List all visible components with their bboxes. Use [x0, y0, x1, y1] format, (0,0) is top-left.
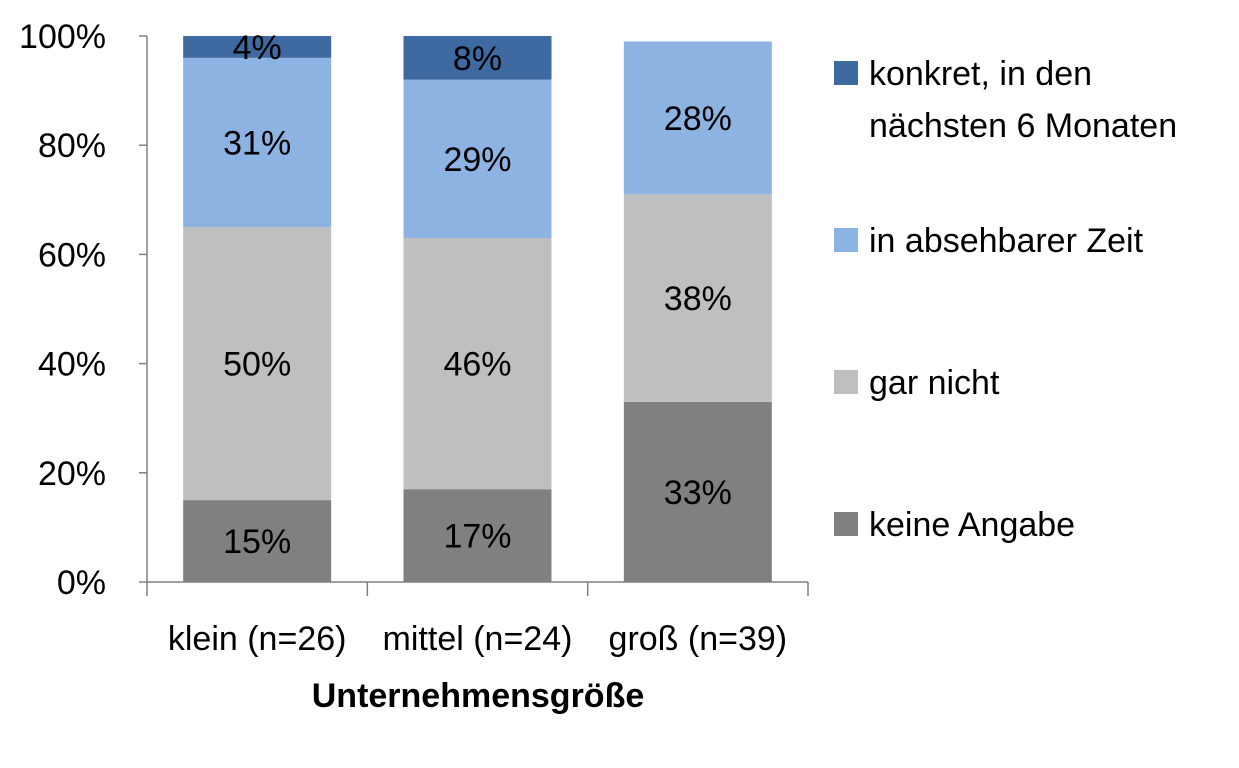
data-label: 15%	[223, 523, 291, 561]
legend-label: konkret, in den	[869, 55, 1092, 93]
data-label: 46%	[443, 346, 511, 384]
x-tick-label: groß (n=39)	[609, 620, 788, 658]
bar-segment	[623, 401, 772, 582]
data-label: 8%	[453, 40, 502, 78]
y-tick-label: 0%	[57, 564, 106, 602]
axes-group: klein (n=26) mittel (n=24) groß (n=39) 0% 20…	[19, 18, 809, 658]
data-label: 4%	[233, 29, 282, 67]
legend-swatch	[834, 228, 858, 252]
data-label: 33%	[664, 474, 732, 512]
bar-segment	[403, 36, 552, 80]
legend: konkret, in den nächsten 6 Monaten in abse…	[834, 55, 1177, 544]
bar-segment	[183, 36, 332, 58]
legend-label: gar nicht	[869, 364, 1000, 402]
x-tick-label: klein (n=26)	[168, 620, 347, 658]
data-label: 31%	[223, 124, 291, 162]
y-tick-label: 80%	[38, 127, 106, 165]
bar-segment	[623, 41, 772, 195]
bars-group	[183, 36, 772, 582]
x-tick-label: mittel (n=24)	[383, 620, 573, 658]
data-label: 28%	[664, 100, 732, 138]
y-tick-label: 100%	[19, 18, 106, 56]
bar-segment	[403, 489, 552, 582]
data-label: 17%	[443, 518, 511, 556]
y-tick-label: 60%	[38, 236, 106, 274]
bar-segment	[403, 79, 552, 239]
data-label: 29%	[443, 141, 511, 179]
legend-swatch	[834, 61, 858, 85]
bar-segment	[403, 238, 552, 490]
legend-swatch	[834, 370, 858, 394]
data-label: 38%	[664, 280, 732, 318]
legend-label: nächsten 6 Monaten	[869, 107, 1177, 145]
x-axis-title: Unternehmensgröße	[312, 677, 645, 715]
data-label: 50%	[223, 346, 291, 384]
bar-segment	[183, 500, 332, 582]
bar-segment	[183, 227, 332, 501]
legend-label: in absehbarer Zeit	[869, 222, 1144, 260]
legend-label: keine Angabe	[869, 506, 1075, 544]
y-tick-label: 20%	[38, 455, 106, 493]
data-labels-group: 15% 50% 31% 4% 17% 46% 29% 8% 33% 38% 28%	[223, 29, 732, 561]
legend-swatch	[834, 512, 858, 536]
bar-segment	[623, 194, 772, 402]
bar-segment	[183, 57, 332, 228]
y-tick-label: 40%	[38, 346, 106, 384]
